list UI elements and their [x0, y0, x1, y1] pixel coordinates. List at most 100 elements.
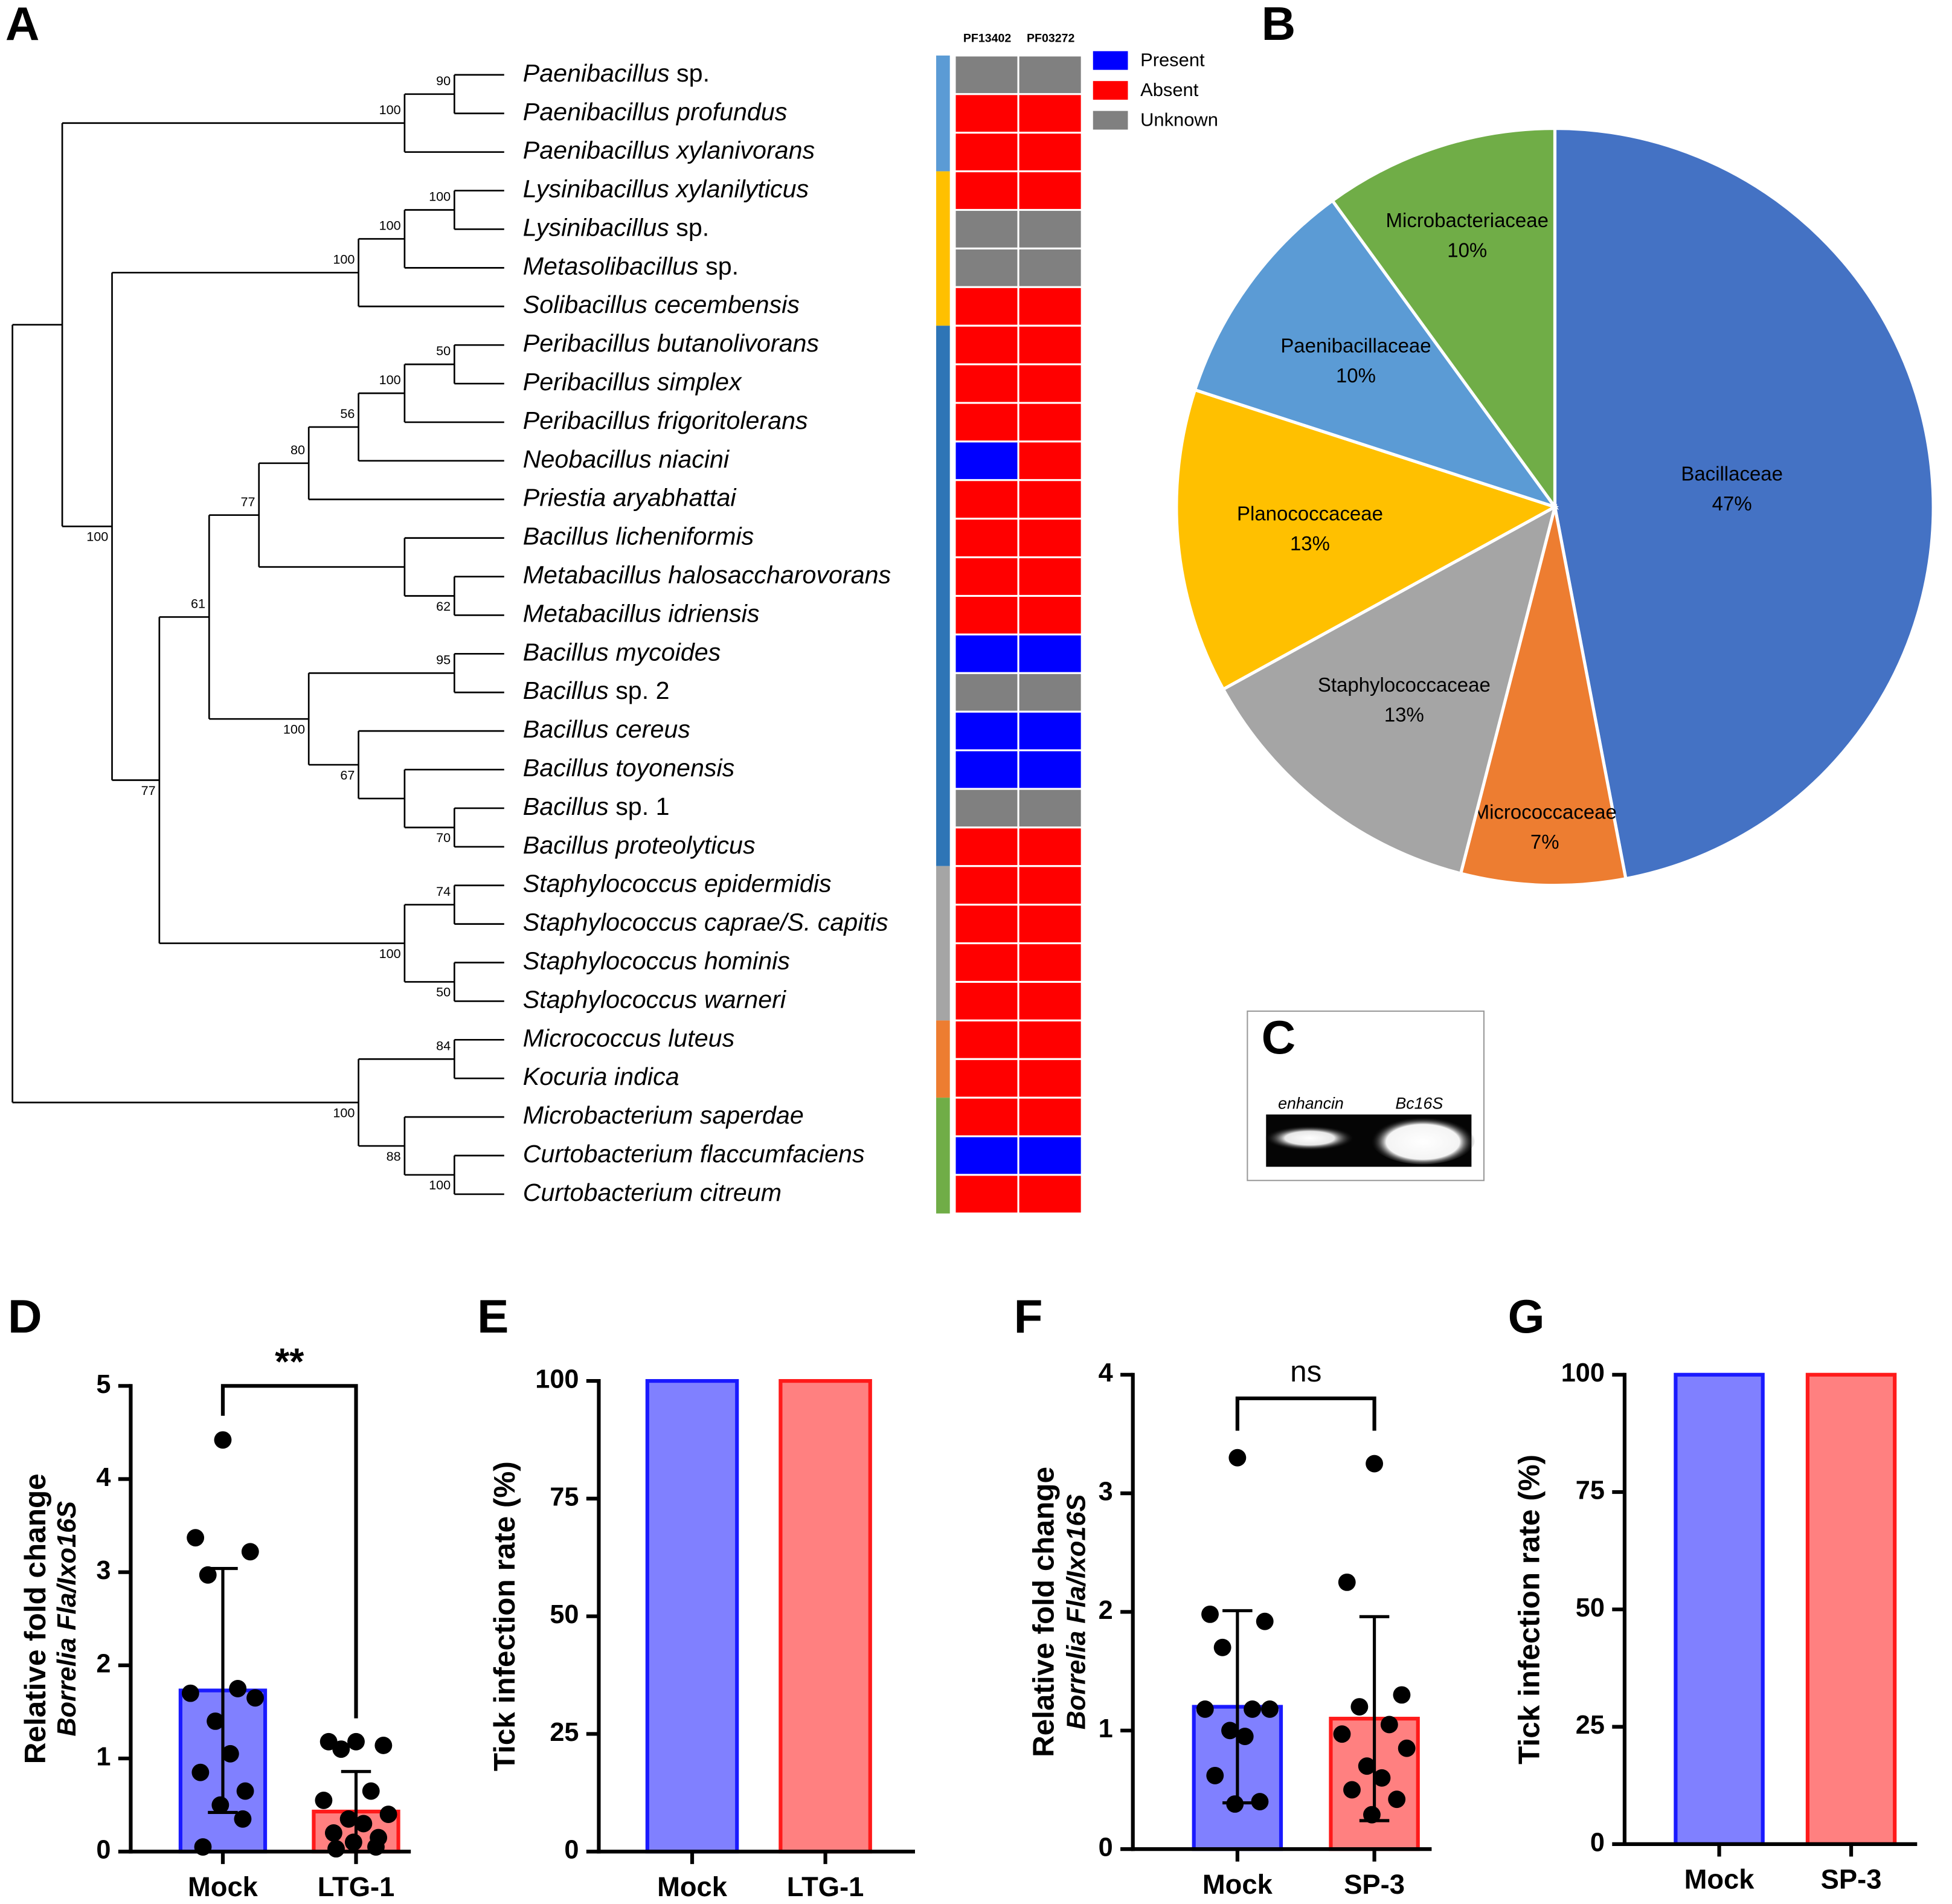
data-point: [1380, 1716, 1398, 1734]
heatmap-cell: [954, 1096, 1019, 1137]
pie-label: Bacillaceae: [1681, 462, 1783, 484]
bootstrap-label: 100: [333, 1105, 355, 1120]
bootstrap-label: 100: [429, 1177, 451, 1192]
data-point: [1373, 1769, 1391, 1787]
x-tick-label: LTG-1: [318, 1871, 395, 1902]
species-label: Micrococcus luteus: [523, 1024, 734, 1052]
heatmap-cell: [1017, 710, 1083, 751]
species-word: profundus: [670, 98, 788, 126]
pie-label: Microbacteriaceae: [1386, 209, 1549, 231]
heatmap-cell: [954, 826, 1019, 867]
heatmap-cell: [954, 749, 1019, 790]
data-point: [1338, 1573, 1356, 1591]
pie-slice: [1193, 198, 1559, 510]
species-word: butanolivorans: [650, 329, 819, 357]
data-point: [221, 1745, 239, 1763]
y-tick-label: 3: [1099, 1478, 1113, 1507]
clade-bar: [936, 171, 950, 326]
heatmap-cell: [954, 633, 1019, 674]
heatmap-column-label: PF03272: [1027, 31, 1075, 45]
species-word: 1: [649, 793, 669, 820]
species-word: licheniformis: [609, 523, 754, 550]
species-label: Metabacillus idriensis: [523, 599, 760, 627]
species-word: flaccumfaciens: [693, 1140, 864, 1168]
species-word: Priestia: [523, 484, 606, 512]
bootstrap-label: 100: [86, 529, 108, 544]
heatmap-cell: [954, 324, 1019, 365]
y-tick-label: 2: [96, 1649, 111, 1678]
heatmap-cell: [1017, 132, 1083, 173]
bootstrap-label: 80: [291, 442, 305, 457]
species-word: Bacillus: [523, 831, 609, 859]
bootstrap-label: 100: [379, 946, 401, 961]
bootstrap-label: 100: [379, 102, 401, 117]
species-word: Staphylococcus: [523, 985, 698, 1013]
y-tick-label: 1: [96, 1742, 111, 1771]
species-word: Curtobacterium: [523, 1179, 693, 1206]
heatmap-cell: [1017, 1135, 1083, 1176]
bootstrap-label: 62: [436, 599, 451, 614]
data-point: [1213, 1638, 1231, 1656]
pie-slice: [1459, 506, 1628, 887]
legend-swatch: [1093, 51, 1128, 70]
data-point: [339, 1810, 358, 1828]
heatmap-cell: [954, 518, 1019, 559]
y-axis-label-secondary: Borrelia Fla/Ixo16S: [1062, 1494, 1091, 1730]
significance-label: ns: [1290, 1355, 1321, 1388]
species-word: Bacillus: [523, 793, 609, 820]
pie-value-label: 47%: [1712, 492, 1752, 515]
heatmap-cell: [954, 594, 1019, 635]
heatmap-cell: [954, 1058, 1019, 1099]
heatmap-cell: [1017, 556, 1083, 597]
y-tick-label: 1: [1099, 1714, 1113, 1743]
heatmap-cell: [1017, 479, 1083, 520]
species-label: Paenibacillus xylanivorans: [523, 137, 815, 164]
data-point: [229, 1679, 247, 1697]
heatmap-cell: [1017, 980, 1083, 1021]
heatmap-cell: [1017, 865, 1083, 906]
species-word: cereus: [609, 715, 690, 743]
data-point: [347, 1732, 365, 1751]
heatmap-cell: [1017, 942, 1083, 983]
data-point: [332, 1740, 350, 1758]
species-label: Paenibacillus sp.: [523, 59, 710, 87]
heatmap-cell: [1017, 1058, 1083, 1099]
data-point: [1398, 1739, 1416, 1757]
species-word: sp.: [699, 252, 739, 280]
species-label: Peribacillus simplex: [523, 368, 742, 396]
significance-label: **: [275, 1342, 304, 1383]
y-tick-label: 5: [96, 1370, 111, 1399]
y-tick-label: 0: [96, 1836, 111, 1865]
species-word: Staphylococcus: [523, 870, 698, 898]
bootstrap-label: 84: [436, 1038, 451, 1053]
x-tick-label: SP-3: [1344, 1869, 1405, 1900]
species-label: Bacillus sp. 2: [523, 677, 670, 704]
species-word: luteus: [661, 1024, 734, 1052]
legend-label: Absent: [1140, 79, 1199, 100]
legend-label: Present: [1140, 49, 1205, 70]
bootstrap-label: 50: [436, 985, 451, 1000]
heatmap-cell: [1017, 170, 1083, 211]
species-word: Bacillus: [523, 715, 609, 743]
data-point: [1228, 1449, 1247, 1467]
heatmap-cell: [1017, 904, 1083, 945]
heatmap-cell: [954, 904, 1019, 945]
data-point: [379, 1806, 397, 1823]
data-point: [1221, 1722, 1239, 1740]
heatmap-cell: [1017, 594, 1083, 635]
heatmap-cell: [954, 980, 1019, 1021]
heatmap-cell: [954, 93, 1019, 134]
heatmap-cell: [1017, 826, 1083, 867]
heatmap-cell: [954, 672, 1019, 713]
species-word: 2: [649, 677, 669, 704]
panel-label: E: [477, 1290, 509, 1343]
data-point: [1256, 1612, 1274, 1630]
species-label: Staphylococcus warneri: [523, 985, 787, 1013]
species-word: Paenibacillus: [523, 137, 670, 164]
data-point: [1363, 1806, 1381, 1824]
species-word: Curtobacterium: [523, 1140, 693, 1168]
x-tick-label: Mock: [188, 1871, 258, 1902]
y-tick-label: 3: [96, 1556, 111, 1585]
species-label: Bacillus mycoides: [523, 638, 721, 666]
heatmap-cell: [954, 170, 1019, 211]
